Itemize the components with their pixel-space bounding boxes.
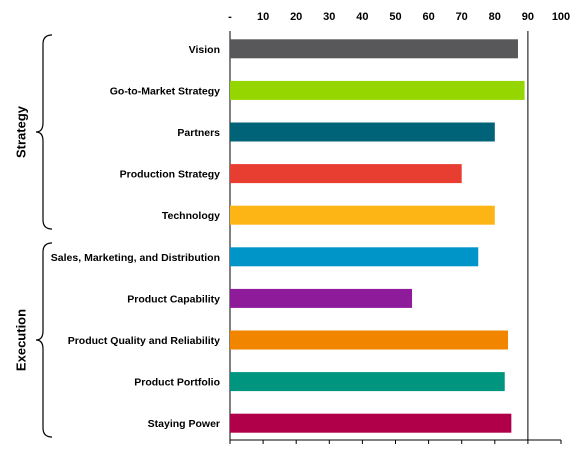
x-axis: - 10 20 30 40 50 60 70 80 90 100: [228, 11, 570, 444]
category-label: Product Quality and Reliability: [68, 335, 220, 347]
bar: [230, 122, 495, 142]
bars: [230, 39, 525, 433]
bar: [230, 164, 462, 184]
group-bracket: [35, 242, 53, 438]
x-tick-label: 70: [456, 11, 468, 23]
x-tick-label: 10: [257, 11, 269, 23]
category-label: Partners: [177, 127, 220, 139]
category-label: Technology: [162, 210, 220, 222]
category-label: Vision: [189, 44, 220, 56]
category-labels: Vision Go-to-Market Strategy Partners Produ…: [51, 44, 220, 430]
group-brackets: Strategy Execution: [13, 34, 53, 438]
bar: [230, 247, 479, 267]
x-tick-label: 100: [552, 11, 570, 23]
category-label: Product Portfolio: [134, 377, 220, 389]
category-label: Production Strategy: [120, 169, 221, 181]
x-tick-label: -: [228, 11, 232, 23]
bar: [230, 80, 525, 100]
x-tick-label: 30: [323, 11, 335, 23]
bar: [230, 39, 518, 59]
group-label: Execution: [13, 309, 28, 371]
x-tick-label: 50: [389, 11, 401, 23]
group-label: Strategy: [13, 105, 28, 158]
x-tick-label: 90: [522, 11, 534, 23]
group-bracket: [35, 34, 53, 230]
x-tick-label: 80: [489, 11, 501, 23]
x-tick-label: 20: [290, 11, 302, 23]
bar: [230, 372, 505, 392]
category-label: Sales, Marketing, and Distribution: [51, 252, 220, 264]
category-label: Go-to-Market Strategy: [110, 85, 220, 97]
x-tick-label: 60: [422, 11, 434, 23]
category-label: Product Capability: [127, 293, 220, 305]
category-label: Staying Power: [148, 418, 220, 430]
bar: [230, 205, 495, 225]
bar: [230, 413, 512, 433]
bar: [230, 288, 413, 308]
bar: [230, 330, 509, 350]
x-tick-label: 40: [356, 11, 368, 23]
